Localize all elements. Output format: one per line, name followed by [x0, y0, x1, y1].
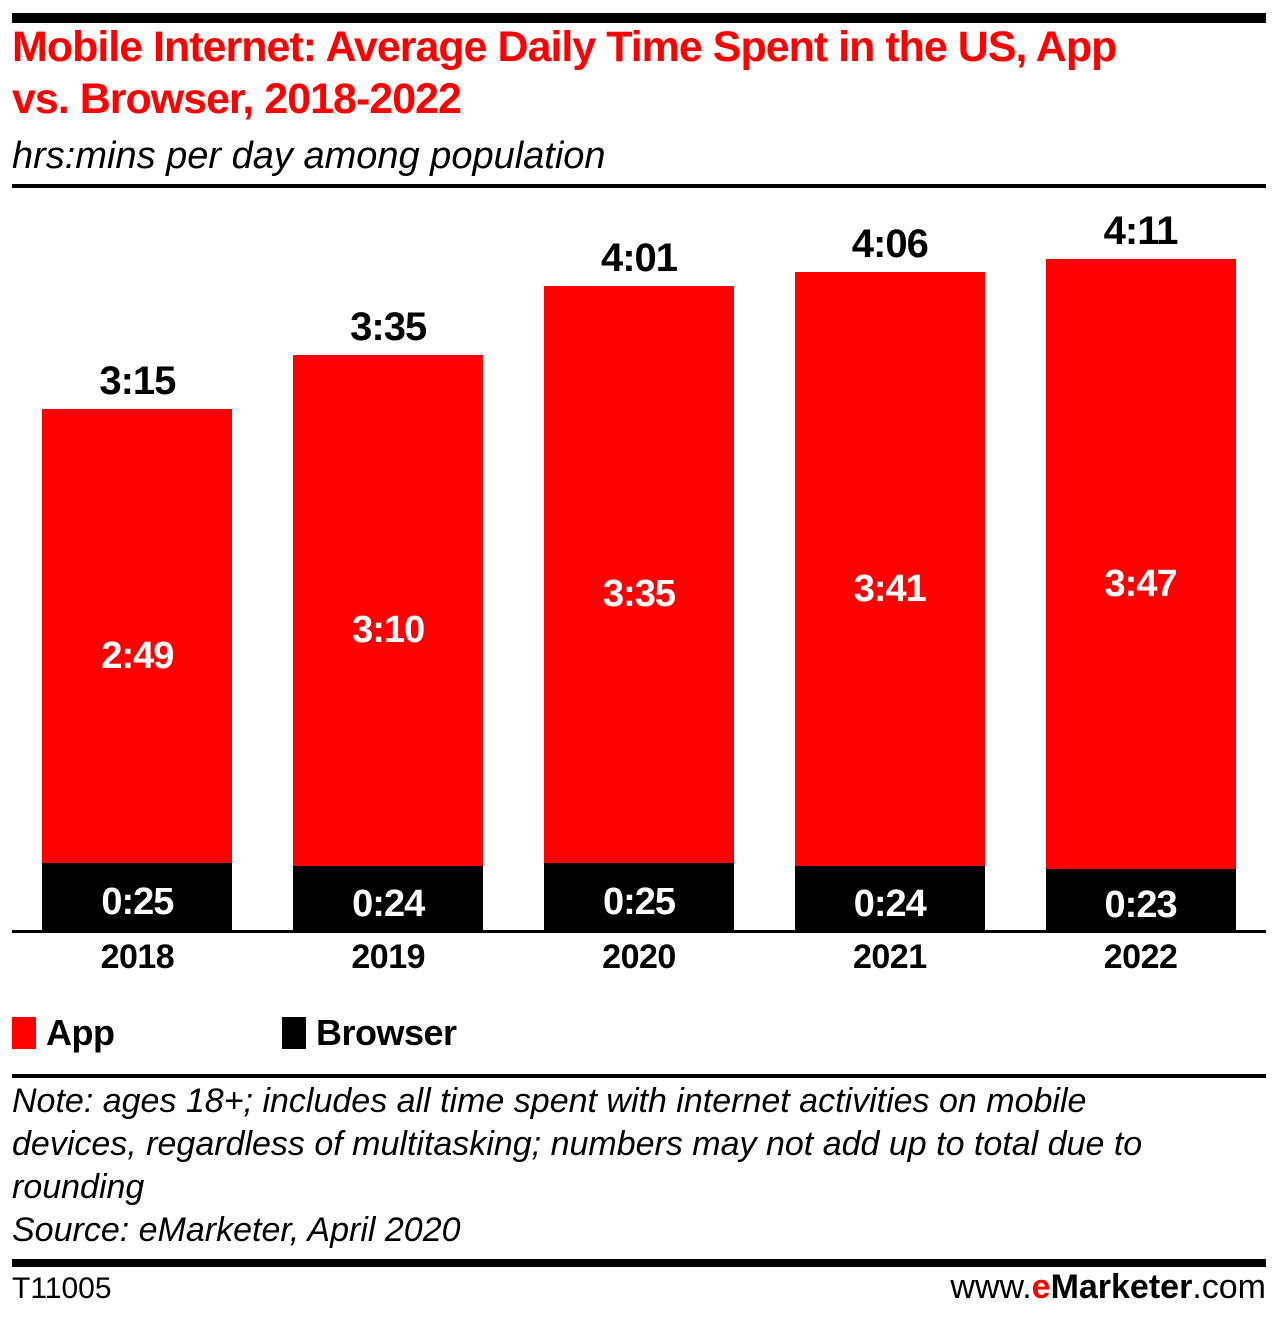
browser-value-label-2018: 0:25	[101, 881, 174, 923]
browser-color-swatch	[282, 1017, 306, 1049]
footer-rule	[12, 1259, 1266, 1267]
chart-legend: App Browser	[12, 1012, 1266, 1053]
source-text: Source: eMarketer, April 2020	[12, 1211, 461, 1249]
website-link: www.eMarketer.com	[950, 1268, 1266, 1307]
app-segment-2021: 3:41	[794, 272, 985, 866]
total-label-2022: 4:11	[1103, 209, 1179, 253]
browser-segment-2021: 0:24	[794, 866, 985, 930]
legend-item-browser: Browser	[282, 1012, 457, 1054]
total-label-2020: 4:01	[600, 236, 678, 280]
app-segment-2019: 3:10	[293, 355, 484, 866]
browser-segment-2018: 0:25	[42, 863, 233, 930]
website-brand: Marketer	[1050, 1268, 1193, 1306]
app-value-label-2022: 3:47	[1104, 562, 1178, 605]
bar-stack-2020: 4:01 3:35 0:25	[543, 236, 734, 930]
x-axis-label-2020: 2020	[602, 938, 676, 976]
bars-row: 3:15 2:49 0:25 3:35 3:10 0:24 4:01 3:35 0:25 4:06…	[12, 200, 1266, 930]
bar-stack-2021: 4:06 3:41 0:24	[794, 222, 985, 930]
chart-plot-area: 3:15 2:49 0:25 3:35 3:10 0:24 4:01 3:35 0:25 4:06…	[12, 200, 1266, 933]
note-block: Note: ages 18+; includes all time spent …	[12, 1080, 1266, 1252]
app-value-label-2021: 3:41	[853, 567, 927, 610]
app-segment-2020: 3:35	[543, 286, 734, 863]
browser-segment-2019: 0:24	[293, 866, 484, 930]
x-axis-label-2019: 2019	[351, 938, 426, 976]
browser-value-label-2021: 0:24	[853, 882, 927, 925]
browser-segment-2020: 0:25	[543, 863, 734, 930]
browser-value-label-2019: 0:24	[352, 882, 425, 925]
x-axis-label-2018: 2018	[100, 938, 175, 976]
bar-stack-2022: 4:11 3:47 0:23	[1045, 209, 1236, 930]
header-divider	[12, 184, 1266, 188]
browser-segment-2022: 0:23	[1045, 869, 1236, 930]
note-divider	[12, 1074, 1266, 1078]
top-rule	[12, 13, 1266, 23]
app-value-label-2020: 3:35	[602, 573, 676, 615]
bar-stack-2019: 3:35 3:10 0:24	[293, 305, 484, 930]
bar-column-2021: 4:06 3:41 0:24	[764, 200, 1015, 930]
legend-label-app: App	[46, 1012, 115, 1053]
app-value-label-2019: 3:10	[352, 609, 425, 651]
total-label-2021: 4:06	[851, 222, 929, 266]
bar-column-2018: 3:15 2:49 0:25	[12, 200, 263, 930]
browser-value-label-2020: 0:25	[602, 881, 676, 923]
browser-value-label-2022: 0:23	[1104, 884, 1178, 926]
app-segment-2022: 3:47	[1045, 259, 1236, 869]
website-prefix: www.	[950, 1268, 1032, 1306]
legend-item-app: App	[12, 1012, 115, 1054]
legend-label-browser: Browser	[316, 1012, 457, 1053]
bar-column-2019: 3:35 3:10 0:24	[263, 200, 514, 930]
bar-column-2022: 4:11 3:47 0:23	[1015, 200, 1266, 930]
app-value-label-2018: 2:49	[101, 634, 174, 677]
x-axis-label-2022: 2022	[1103, 938, 1178, 976]
chart-title: Mobile Internet: Average Daily Time Spen…	[12, 23, 1117, 123]
total-label-2018: 3:15	[99, 359, 176, 403]
chart-id: T11005	[12, 1272, 112, 1305]
note-text: Note: ages 18+; includes all time spent …	[12, 1082, 1143, 1206]
website-suffix: .com	[1192, 1268, 1266, 1306]
chart-subtitle: hrs:mins per day among population	[12, 135, 606, 177]
bar-column-2020: 4:01 3:35 0:25	[514, 200, 765, 930]
footer: T11005 www.eMarketer.com	[12, 1268, 1266, 1307]
app-color-swatch	[12, 1017, 36, 1049]
total-label-2019: 3:35	[350, 305, 427, 349]
website-e: e	[1031, 1268, 1051, 1306]
app-segment-2018: 2:49	[42, 409, 233, 863]
x-axis-label-2021: 2021	[852, 938, 927, 976]
bar-stack-2018: 3:15 2:49 0:25	[42, 359, 233, 930]
x-axis-labels: 2018 2019 2020 2021 2022	[12, 938, 1266, 977]
